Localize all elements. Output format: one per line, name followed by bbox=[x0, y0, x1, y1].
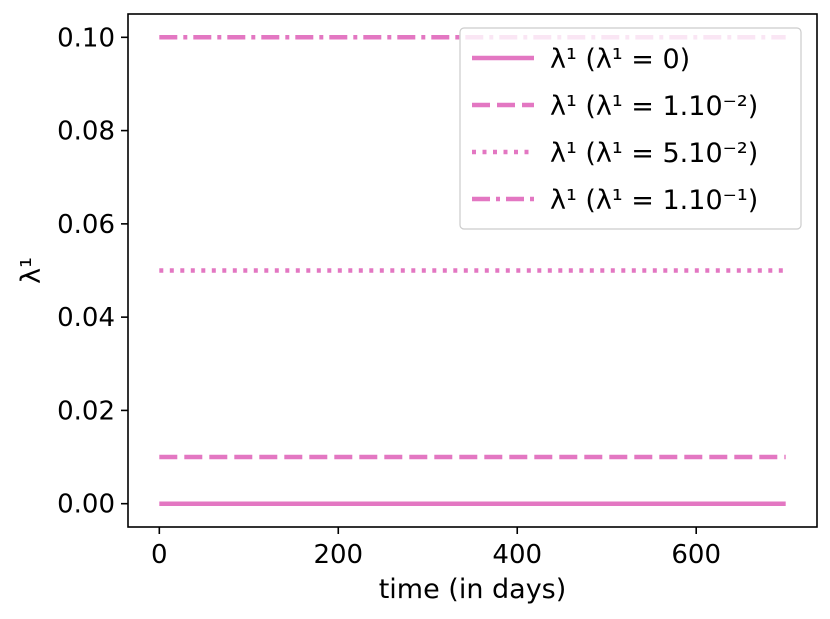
ticks-layer: 0 200 400 600 0.00 0.02 0.04 0.06 0.08 0.10 bbox=[57, 23, 721, 570]
plot-frame bbox=[127, 13, 818, 528]
y-tick-label: 0.08 bbox=[57, 117, 115, 147]
y-tick-label: 0.02 bbox=[57, 396, 115, 426]
y-tick-label: 0.10 bbox=[57, 23, 115, 53]
legend-entry-label: λ¹ (λ¹ = 0) bbox=[550, 44, 690, 75]
legend-entry-label: λ¹ (λ¹ = 1.10⁻¹) bbox=[550, 185, 758, 216]
x-tick-label: 200 bbox=[313, 540, 363, 570]
legend-entry-label: λ¹ (λ¹ = 1.10⁻²) bbox=[550, 91, 758, 122]
x-tick-label: 400 bbox=[492, 540, 542, 570]
legend-box bbox=[459, 27, 802, 230]
x-axis-label: time (in days) bbox=[379, 574, 567, 605]
x-tick-label: 600 bbox=[671, 540, 721, 570]
y-tick-label: 0.00 bbox=[57, 490, 115, 520]
x-tick-label: 0 bbox=[151, 540, 168, 570]
legend-entry-label: λ¹ (λ¹ = 5.10⁻²) bbox=[550, 138, 758, 169]
y-tick-label: 0.06 bbox=[57, 210, 115, 240]
legend: λ¹ (λ¹ = 0) λ¹ (λ¹ = 1.10⁻²) λ¹ (λ¹ = 5.10… bbox=[459, 27, 802, 230]
y-axis-label: λ¹ bbox=[16, 257, 47, 284]
y-tick-label: 0.04 bbox=[57, 303, 115, 333]
